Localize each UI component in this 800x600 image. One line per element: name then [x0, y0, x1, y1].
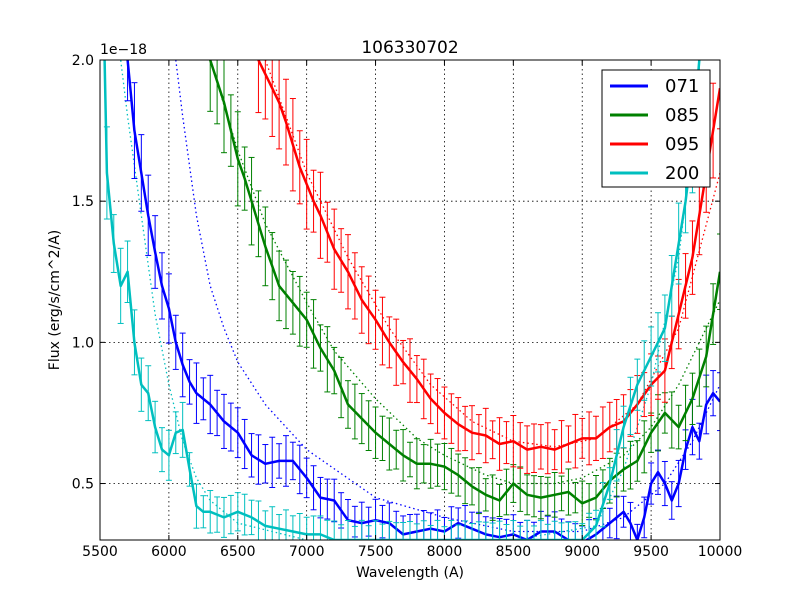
legend-label-085: 085	[665, 105, 699, 126]
legend-label-071: 071	[665, 76, 699, 97]
x-tick-label: 9000	[564, 544, 600, 560]
y-tick-label: 2.0	[72, 53, 94, 69]
x-tick-label: 7500	[358, 544, 394, 560]
y-tick-label: 1.0	[72, 335, 94, 351]
y-tick-label: 0.5	[72, 477, 94, 493]
x-tick-label: 8500	[496, 544, 532, 560]
series-200-line	[103, 60, 701, 540]
y-offset-label: 1e−18	[100, 42, 147, 58]
series-095-line	[257, 60, 720, 451]
y-axis-label: Flux (erg/s/cm^2/A)	[47, 230, 63, 370]
x-tick-label: 8000	[427, 544, 463, 560]
x-tick-label: 7000	[289, 544, 325, 560]
x-tick-label: 10000	[698, 544, 743, 560]
legend: 071 085 095 200	[601, 69, 711, 188]
legend-label-095: 095	[665, 134, 699, 155]
legend-label-200: 200	[665, 163, 699, 184]
x-tick-label: 6000	[151, 544, 187, 560]
x-tick-label: 6500	[220, 544, 256, 560]
x-tick-label: 5500	[82, 544, 118, 560]
series-085-line	[209, 60, 720, 505]
y-tick-label: 1.5	[72, 194, 94, 210]
data-series	[103, 60, 720, 540]
plot-frame	[99, 59, 721, 541]
x-axis-label: Wavelength (A)	[356, 565, 464, 581]
x-tick-label: 9500	[633, 544, 669, 560]
legend-box	[601, 69, 711, 188]
axis-ticks: 5500 6000 6500 7000 7500 8000 8500 9000 9500 1000…	[72, 53, 743, 560]
chart-title: 106330702	[361, 38, 458, 58]
